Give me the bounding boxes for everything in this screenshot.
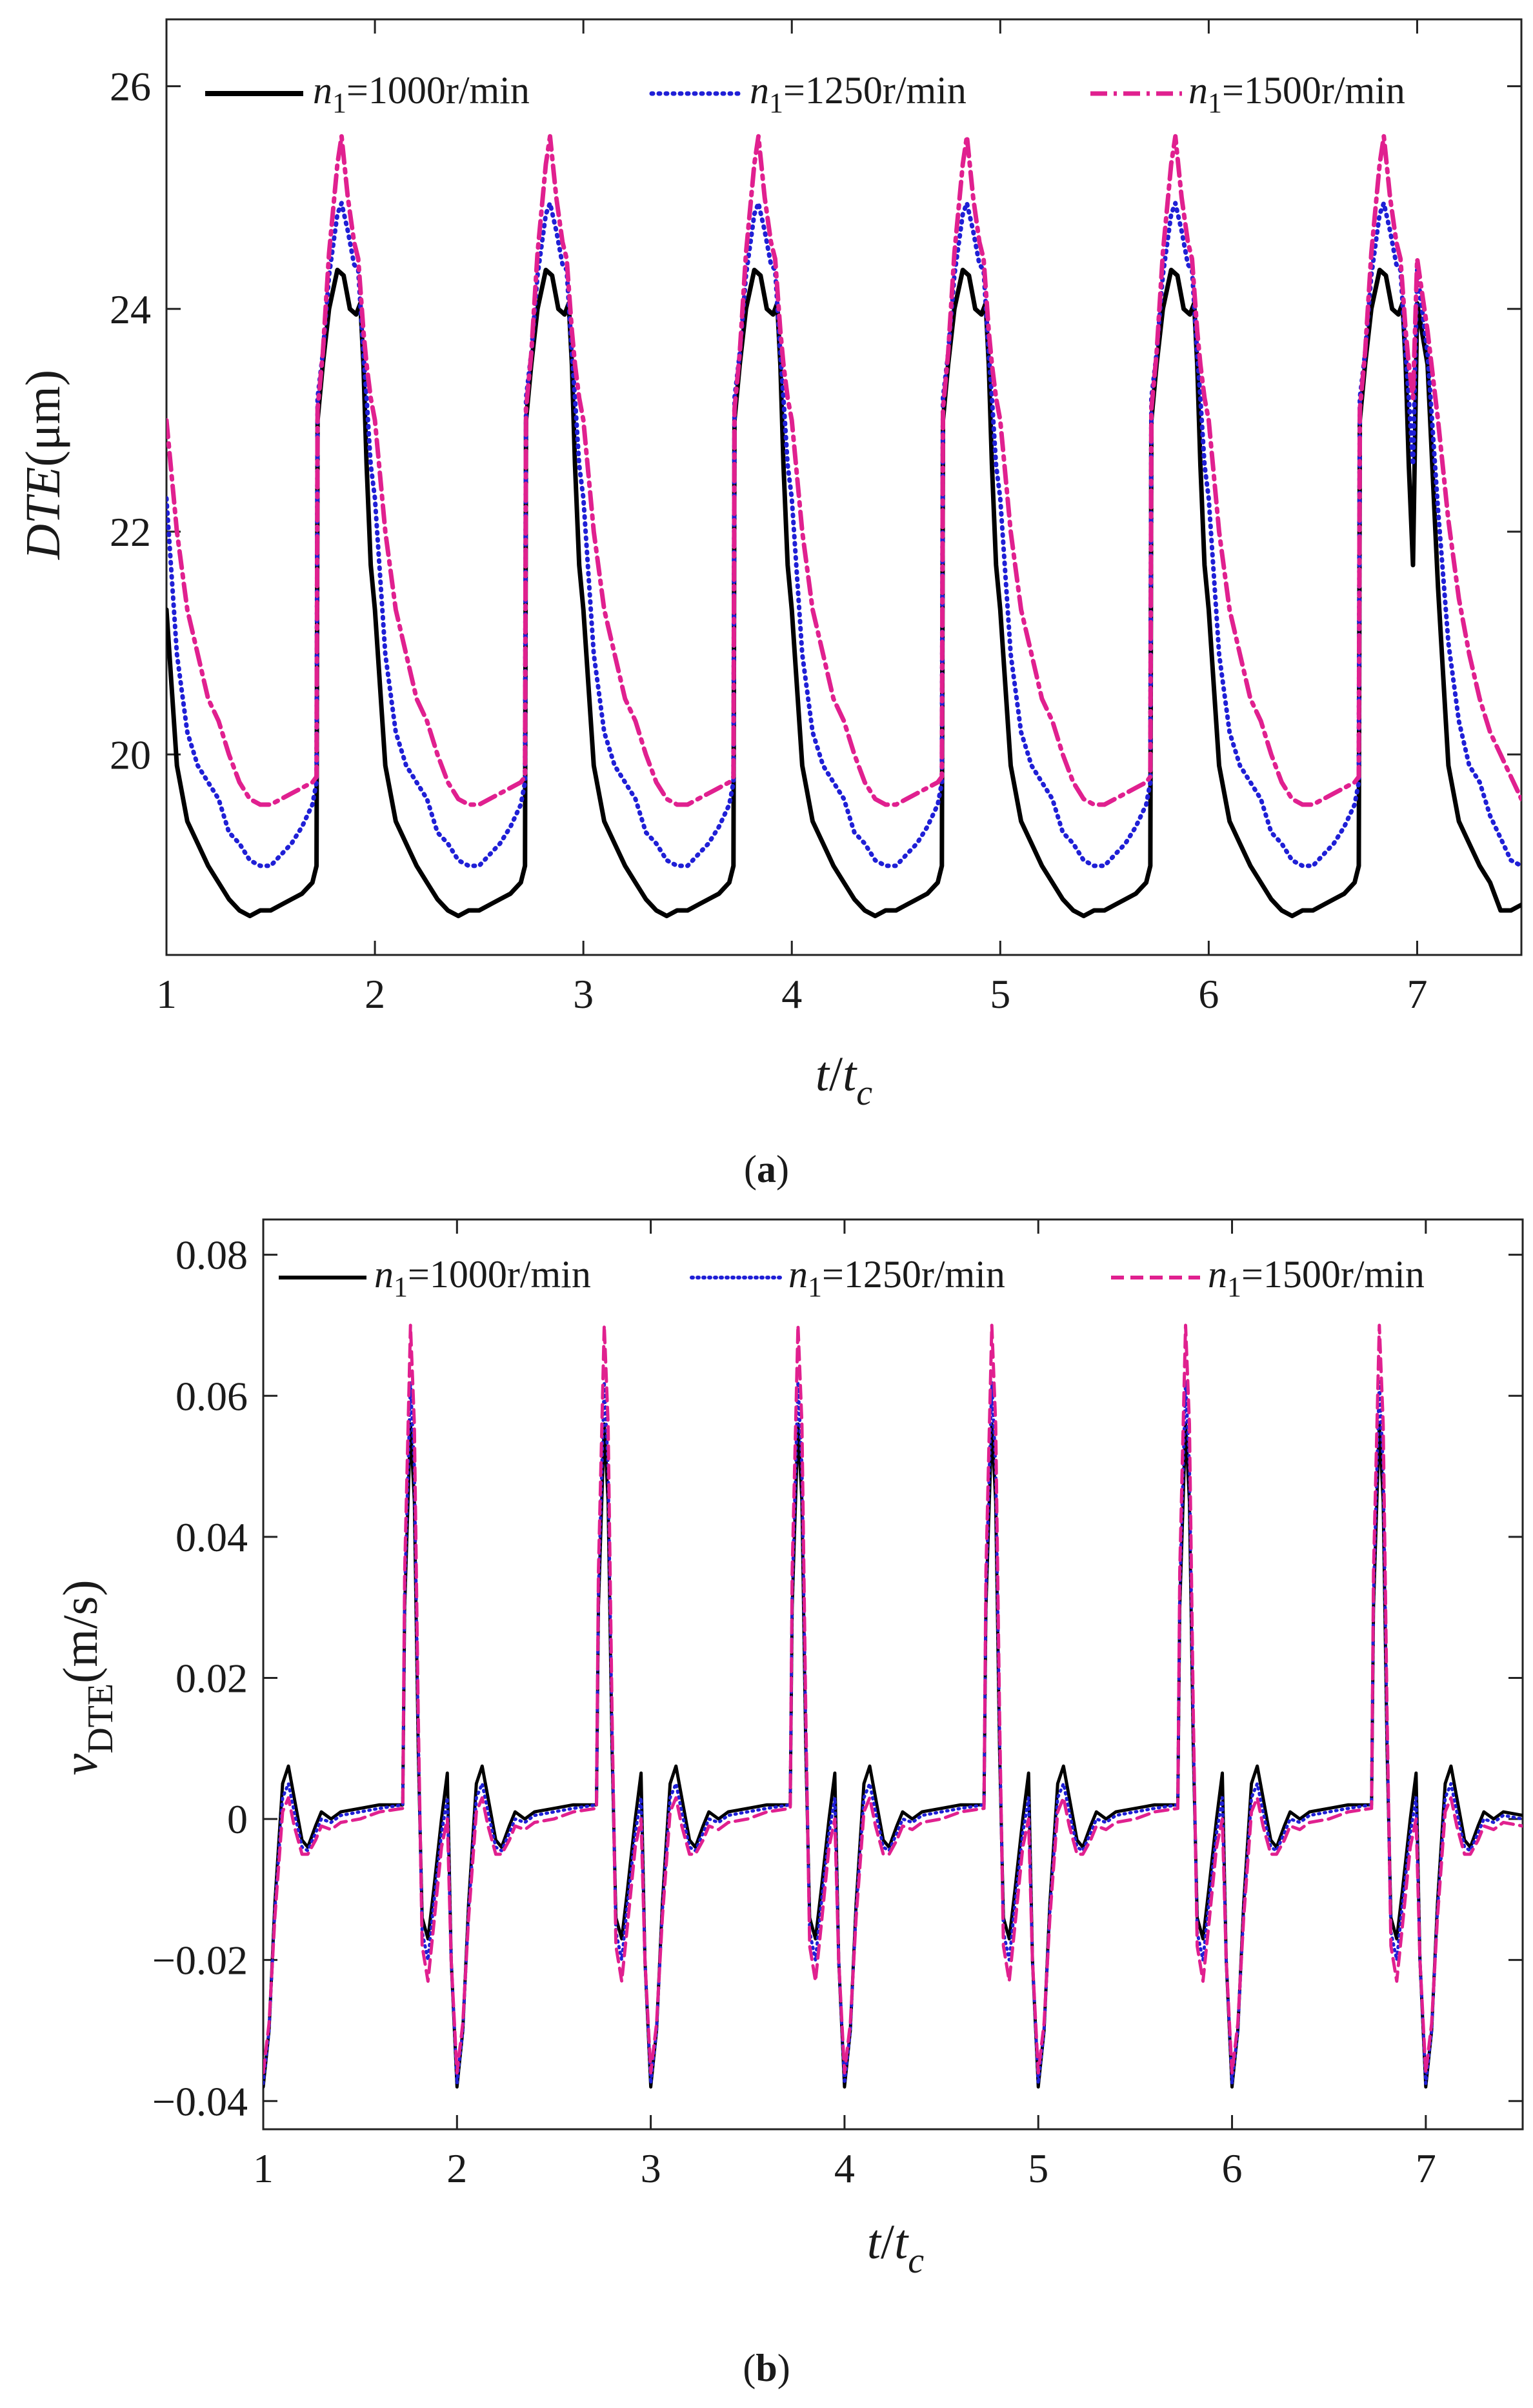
x-tick-label-b: 5 xyxy=(1028,2145,1048,2191)
tick-labels-a: 1 2 3 4 5 6 7 20 22 24 26 xyxy=(110,64,1427,1017)
x-axis-label-b: t/tc xyxy=(867,2215,924,2281)
y-axis-label-b: vDTE(m/s) xyxy=(54,1580,121,1775)
series-line-a-1 xyxy=(166,270,1521,916)
series-line-b-3 xyxy=(263,1325,1523,2073)
x-tick-label-b: 3 xyxy=(641,2145,661,2191)
legend-label-1500-b: n1=1500r/min xyxy=(1208,1253,1425,1303)
x-tick-label-a: 3 xyxy=(573,971,594,1017)
y-tick-label-b: 0.04 xyxy=(175,1514,248,1560)
y-tick-label-a: 22 xyxy=(110,509,151,555)
y-tick-label-b: −0.04 xyxy=(152,2078,248,2124)
panel-a: 1 2 3 4 5 6 7 20 22 24 26 n1=1000r/min n1=1250r/mi… xyxy=(16,19,1521,1190)
y-tick-label-b: 0 xyxy=(227,1796,248,1842)
y-axis-label-a: DTE(μm) xyxy=(16,370,70,560)
legend-label-1000-a: n1=1000r/min xyxy=(313,69,530,119)
legend-a: n1=1000r/min n1=1250r/min n1=1500r/min xyxy=(205,69,1405,119)
y-tick-label-b: 0.08 xyxy=(175,1232,248,1278)
legend-label-1250-b: n1=1250r/min xyxy=(788,1253,1005,1303)
x-tick-label-a: 6 xyxy=(1198,971,1219,1017)
y-tick-label-b: −0.02 xyxy=(152,1938,248,1983)
x-tick-label-a: 4 xyxy=(781,971,802,1017)
x-tick-label-b: 1 xyxy=(253,2145,274,2191)
legend-label-1000-b: n1=1000r/min xyxy=(374,1253,591,1303)
y-tick-label-a: 26 xyxy=(110,64,151,110)
panel-b: 1 2 3 4 5 6 7 −0.04 −0.02 0 0.02 0.04 0.06 0.08 n1=10… xyxy=(54,1219,1523,2389)
x-tick-label-b: 2 xyxy=(446,2145,467,2191)
y-tick-label-b: 0.06 xyxy=(175,1373,248,1419)
x-tick-label-b: 4 xyxy=(834,2145,855,2191)
figure: 1 2 3 4 5 6 720222426 n1=1000r/min n1=1250r/mi… xyxy=(0,0,1533,2408)
series-group-a xyxy=(166,136,1521,916)
y-tick-label-a: 24 xyxy=(110,286,151,332)
caption-a: (a) xyxy=(744,1148,789,1190)
x-tick-label-a: 7 xyxy=(1407,971,1427,1017)
legend-label-1250-a: n1=1250r/min xyxy=(750,69,967,119)
y-tick-label-a: 20 xyxy=(110,732,151,778)
x-tick-label-a: 5 xyxy=(990,971,1010,1017)
x-tick-label-a: 2 xyxy=(365,971,385,1017)
tick-labels-b: 1 2 3 4 5 6 7 −0.04 −0.02 0 0.02 0.04 0.06 0.08 xyxy=(152,1232,1436,2191)
x-axis-label-a: t/tc xyxy=(816,1047,872,1113)
legend-b: n1=1000r/min n1=1250r/min n1=1500r/min xyxy=(279,1253,1425,1303)
y-tick-label-b: 0.02 xyxy=(175,1655,248,1701)
x-tick-label-b: 7 xyxy=(1416,2145,1436,2191)
legend-label-1500-a: n1=1500r/min xyxy=(1188,69,1405,119)
x-tick-label-b: 6 xyxy=(1222,2145,1243,2191)
x-tick-label-a: 1 xyxy=(156,971,177,1017)
caption-b: (b) xyxy=(743,2347,790,2389)
series-group-b xyxy=(263,1325,1523,2087)
